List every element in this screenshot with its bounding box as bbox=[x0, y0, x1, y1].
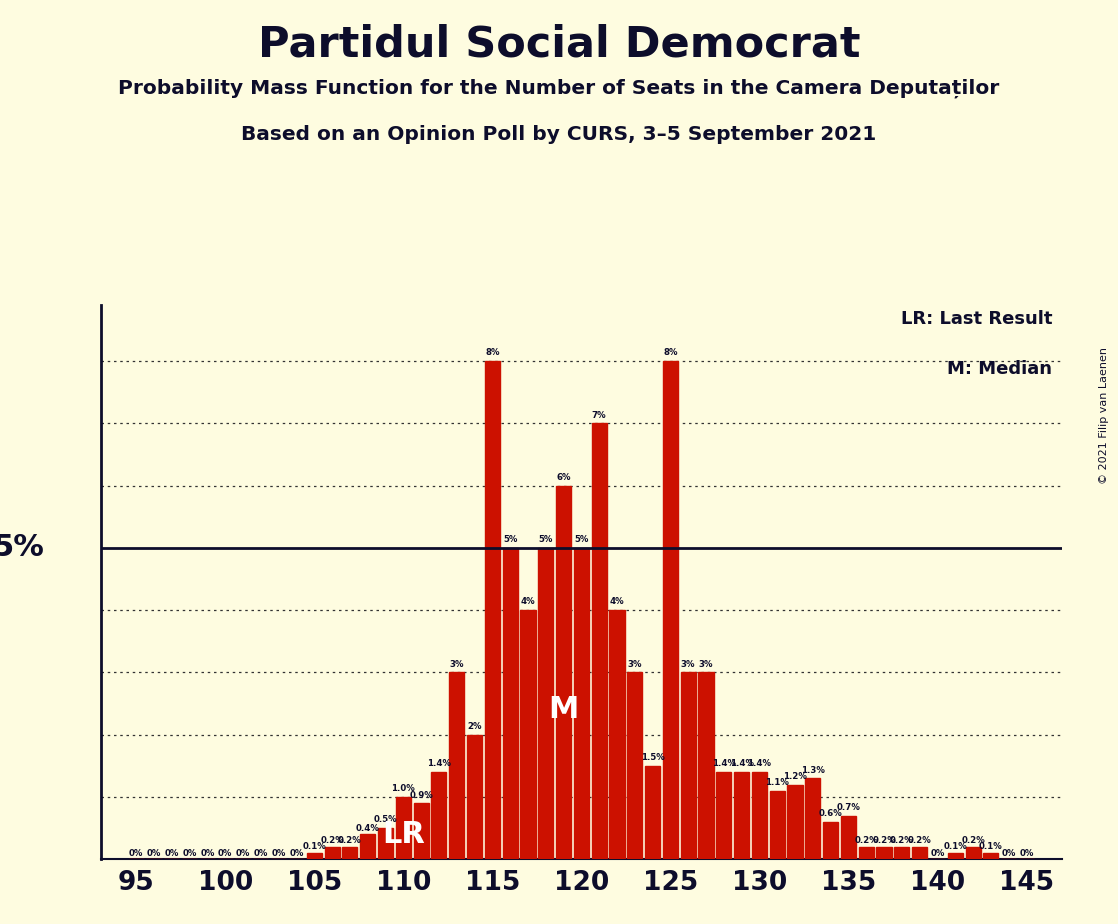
Text: 0.4%: 0.4% bbox=[356, 823, 380, 833]
Text: 8%: 8% bbox=[663, 348, 678, 358]
Text: LR: Last Result: LR: Last Result bbox=[901, 310, 1052, 328]
Bar bbox=[966, 847, 980, 859]
Text: 0.6%: 0.6% bbox=[818, 809, 843, 819]
Text: 0%: 0% bbox=[146, 849, 161, 858]
Text: 7%: 7% bbox=[591, 410, 606, 419]
Bar bbox=[681, 673, 695, 859]
Text: 1.4%: 1.4% bbox=[748, 760, 771, 769]
Text: 0.2%: 0.2% bbox=[854, 836, 878, 845]
Bar bbox=[912, 847, 927, 859]
Text: LR: LR bbox=[382, 820, 425, 849]
Bar bbox=[627, 673, 643, 859]
Text: 1.4%: 1.4% bbox=[427, 760, 451, 769]
Bar bbox=[432, 772, 446, 859]
Bar bbox=[805, 778, 821, 859]
Text: 5%: 5% bbox=[575, 535, 588, 544]
Bar bbox=[360, 834, 376, 859]
Text: 5%: 5% bbox=[539, 535, 553, 544]
Text: 1.4%: 1.4% bbox=[730, 760, 754, 769]
Bar bbox=[645, 766, 660, 859]
Text: 3%: 3% bbox=[699, 660, 713, 669]
Bar bbox=[699, 673, 713, 859]
Text: 0%: 0% bbox=[200, 849, 215, 858]
Text: 4%: 4% bbox=[609, 598, 624, 606]
Text: 0%: 0% bbox=[290, 849, 304, 858]
Text: 3%: 3% bbox=[449, 660, 464, 669]
Text: 0%: 0% bbox=[182, 849, 197, 858]
Bar bbox=[485, 361, 500, 859]
Text: 6%: 6% bbox=[557, 473, 571, 481]
Bar bbox=[414, 803, 428, 859]
Text: 0.9%: 0.9% bbox=[409, 791, 433, 799]
Bar bbox=[823, 822, 838, 859]
Bar bbox=[984, 853, 998, 859]
Bar bbox=[948, 853, 963, 859]
Text: 4%: 4% bbox=[521, 598, 536, 606]
Text: M: M bbox=[548, 696, 579, 724]
Text: 0.2%: 0.2% bbox=[872, 836, 896, 845]
Text: 8%: 8% bbox=[485, 348, 500, 358]
Text: 5%: 5% bbox=[503, 535, 518, 544]
Text: Based on an Opinion Poll by CURS, 3–5 September 2021: Based on an Opinion Poll by CURS, 3–5 Se… bbox=[241, 125, 877, 144]
Bar bbox=[609, 610, 625, 859]
Text: 3%: 3% bbox=[627, 660, 642, 669]
Text: 0.2%: 0.2% bbox=[890, 836, 913, 845]
Bar bbox=[877, 847, 892, 859]
Text: 0%: 0% bbox=[254, 849, 268, 858]
Bar bbox=[520, 610, 536, 859]
Text: 0.2%: 0.2% bbox=[320, 836, 344, 845]
Text: 1.0%: 1.0% bbox=[391, 784, 415, 794]
Bar bbox=[467, 735, 482, 859]
Bar bbox=[306, 853, 322, 859]
Bar bbox=[717, 772, 731, 859]
Bar bbox=[503, 548, 518, 859]
Text: 0.1%: 0.1% bbox=[302, 842, 326, 851]
Bar bbox=[787, 784, 803, 859]
Text: 0.1%: 0.1% bbox=[944, 842, 967, 851]
Text: 0%: 0% bbox=[236, 849, 250, 858]
Text: 0%: 0% bbox=[1020, 849, 1034, 858]
Text: 1.2%: 1.2% bbox=[783, 772, 807, 781]
Text: 0.5%: 0.5% bbox=[373, 816, 397, 824]
Bar bbox=[591, 423, 607, 859]
Bar bbox=[859, 847, 874, 859]
Bar bbox=[769, 791, 785, 859]
Text: 0.7%: 0.7% bbox=[836, 803, 861, 812]
Text: Partidul Social Democrat: Partidul Social Democrat bbox=[258, 23, 860, 65]
Text: 0.2%: 0.2% bbox=[338, 836, 362, 845]
Bar bbox=[538, 548, 553, 859]
Bar bbox=[342, 847, 358, 859]
Bar bbox=[663, 361, 678, 859]
Text: M: Median: M: Median bbox=[947, 360, 1052, 378]
Text: 0%: 0% bbox=[930, 849, 945, 858]
Text: 1.4%: 1.4% bbox=[712, 760, 736, 769]
Text: 1.1%: 1.1% bbox=[766, 778, 789, 787]
Bar bbox=[378, 828, 394, 859]
Bar bbox=[894, 847, 909, 859]
Text: 0%: 0% bbox=[272, 849, 286, 858]
Text: 1.3%: 1.3% bbox=[800, 766, 825, 774]
Text: Probability Mass Function for the Number of Seats in the Camera Deputaților: Probability Mass Function for the Number… bbox=[119, 79, 999, 98]
Bar bbox=[574, 548, 589, 859]
Text: 0%: 0% bbox=[218, 849, 233, 858]
Bar bbox=[324, 847, 340, 859]
Text: 0.2%: 0.2% bbox=[908, 836, 931, 845]
Text: 0.1%: 0.1% bbox=[979, 842, 1003, 851]
Bar bbox=[449, 673, 464, 859]
Bar bbox=[396, 797, 411, 859]
Text: 1.5%: 1.5% bbox=[641, 753, 664, 762]
Text: 0.2%: 0.2% bbox=[961, 836, 985, 845]
Bar bbox=[751, 772, 767, 859]
Text: 0%: 0% bbox=[129, 849, 143, 858]
Text: © 2021 Filip van Laenen: © 2021 Filip van Laenen bbox=[1099, 347, 1109, 484]
Bar bbox=[735, 772, 749, 859]
Text: 0%: 0% bbox=[1002, 849, 1016, 858]
Text: 5%: 5% bbox=[0, 533, 45, 563]
Bar bbox=[841, 816, 856, 859]
Text: 0%: 0% bbox=[164, 849, 179, 858]
Bar bbox=[556, 486, 571, 859]
Text: 3%: 3% bbox=[681, 660, 695, 669]
Text: 2%: 2% bbox=[467, 722, 482, 731]
